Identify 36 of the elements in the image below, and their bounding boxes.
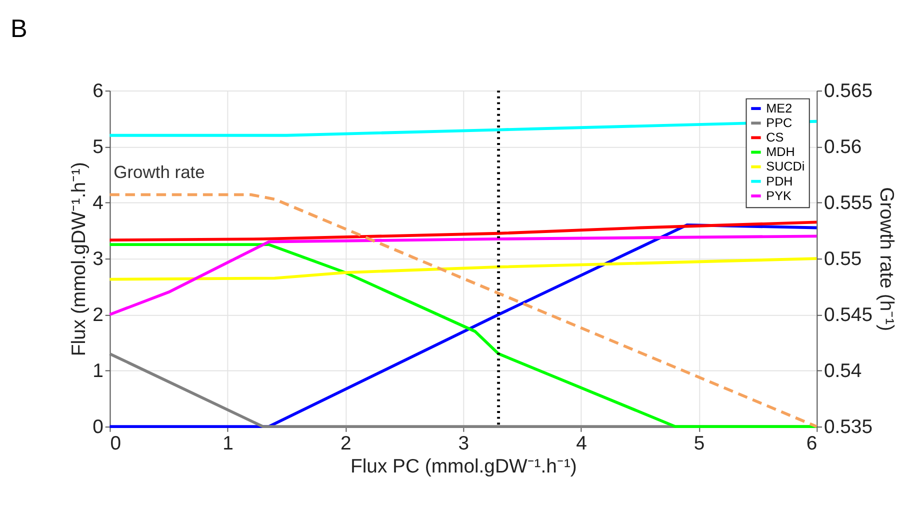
legend-label: MDH <box>766 145 795 160</box>
y2-tick-label: 0.55 <box>824 248 862 270</box>
y2-tick-label: 0.56 <box>824 136 862 158</box>
series-label: Growth rate <box>114 162 205 182</box>
x-tick-label: 2 <box>340 432 352 454</box>
legend-label: PYK <box>766 188 792 203</box>
y-axis-title: Flux (mmol.gDW⁻¹.h⁻¹) <box>68 162 90 356</box>
chart-title: B <box>10 15 28 44</box>
y-tick-label: 3 <box>92 248 104 270</box>
x-tick-label: 0 <box>110 432 122 454</box>
y2-tick-label: 0.555 <box>824 192 873 214</box>
y-tick-label: 4 <box>92 192 104 214</box>
x-tick-label: 5 <box>694 432 705 454</box>
x-tick-label: 6 <box>806 432 818 454</box>
legend-label: PDH <box>766 174 793 188</box>
x-tick-label: 4 <box>576 432 588 454</box>
x-axis-title: Flux PC (mmol.gDW⁻¹.h⁻¹) <box>350 456 577 478</box>
y-tick-label: 0 <box>92 416 104 438</box>
y-tick-label: 1 <box>92 360 104 382</box>
line-series <box>108 234 818 316</box>
y2-tick-label: 0.565 <box>824 80 873 102</box>
x-tick-label: 3 <box>458 432 470 454</box>
legend-label: ME2 <box>766 101 792 116</box>
legend-label: SUCDi <box>766 160 805 174</box>
line-series <box>108 257 818 281</box>
x-tick-label: 1 <box>222 432 234 454</box>
y-tick-label: 2 <box>92 304 104 326</box>
line-series <box>108 220 818 242</box>
y-tick-label: 5 <box>92 136 104 158</box>
y2-tick-label: 0.54 <box>824 360 862 382</box>
legend-label: PPC <box>766 116 792 130</box>
y-tick-label: 6 <box>92 80 104 102</box>
y2-tick-label: 0.545 <box>824 304 873 326</box>
legend-label: CS <box>766 130 784 145</box>
y2-axis-title: Growth rate (h⁻¹) <box>875 187 898 332</box>
y2-tick-label: 0.535 <box>824 416 873 438</box>
